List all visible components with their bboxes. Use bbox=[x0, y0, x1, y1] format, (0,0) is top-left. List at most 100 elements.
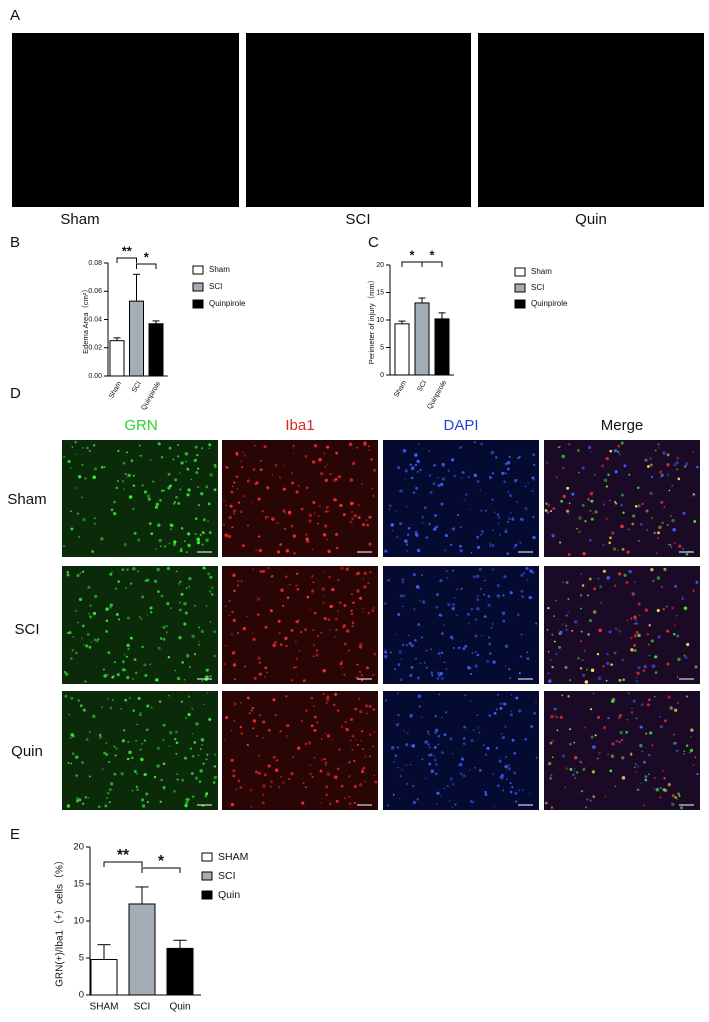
cell-dot bbox=[196, 467, 200, 470]
y-tick-label: 10 bbox=[376, 317, 384, 324]
cell-dot bbox=[122, 461, 126, 465]
cell-dot bbox=[85, 644, 89, 648]
cell-dot bbox=[336, 709, 340, 712]
cell-dot bbox=[433, 758, 437, 762]
cell-dot bbox=[483, 579, 486, 582]
cell-dot bbox=[464, 694, 467, 697]
cell-dot bbox=[450, 458, 455, 462]
cell-dot bbox=[351, 511, 353, 513]
cell-dot bbox=[646, 633, 650, 636]
significance-label: * bbox=[429, 247, 435, 262]
cell-dot bbox=[325, 764, 327, 767]
cell-dot bbox=[349, 478, 354, 482]
cell-dot bbox=[193, 741, 197, 744]
cell-dot bbox=[304, 742, 308, 746]
legend-label: SCI bbox=[209, 282, 222, 291]
cell-dot bbox=[201, 531, 205, 534]
cell-dot bbox=[184, 798, 187, 801]
cell-dot bbox=[100, 537, 104, 541]
cell-dot bbox=[559, 445, 562, 448]
cell-dot bbox=[325, 505, 330, 510]
cell-dot bbox=[673, 463, 677, 467]
cell-dot bbox=[587, 594, 590, 597]
cell-dot bbox=[510, 713, 513, 717]
cell-dot bbox=[546, 461, 549, 464]
cell-dot bbox=[358, 697, 361, 700]
cell-dot bbox=[399, 594, 403, 598]
cell-dot bbox=[213, 463, 217, 467]
cell-dot bbox=[557, 446, 560, 449]
cell-dot bbox=[508, 455, 511, 459]
cell-dot bbox=[326, 463, 328, 466]
cell-dot bbox=[335, 451, 339, 455]
cell-dot bbox=[619, 453, 621, 456]
cell-dot bbox=[80, 637, 83, 640]
cell-dot bbox=[459, 549, 463, 553]
cell-dot bbox=[129, 636, 133, 640]
cell-dot bbox=[265, 671, 268, 674]
cell-dot bbox=[673, 542, 676, 544]
cell-dot bbox=[510, 710, 512, 712]
cell-dot bbox=[446, 576, 449, 579]
significance-bracket bbox=[421, 261, 443, 267]
cell-dot bbox=[360, 730, 364, 733]
cell-dot bbox=[146, 614, 149, 616]
cell-dot bbox=[678, 544, 682, 548]
cell-dot bbox=[358, 645, 363, 649]
cell-dot bbox=[648, 624, 651, 627]
cell-dot bbox=[613, 584, 617, 587]
cell-dot bbox=[277, 619, 281, 623]
cell-dot bbox=[618, 572, 622, 576]
cell-dot bbox=[102, 668, 105, 671]
cell-dot bbox=[228, 599, 231, 602]
cell-dot bbox=[317, 522, 319, 525]
cell-dot bbox=[261, 510, 264, 513]
cell-dot bbox=[544, 509, 548, 512]
cell-dot bbox=[348, 795, 351, 798]
cell-dot bbox=[211, 586, 214, 589]
cell-dot bbox=[621, 658, 625, 662]
micrograph bbox=[62, 566, 218, 684]
legend-swatch bbox=[192, 299, 204, 309]
legend-label: Quinpirole bbox=[531, 299, 568, 308]
cell-dot bbox=[145, 792, 149, 796]
cell-dot bbox=[93, 522, 96, 525]
cell-dot bbox=[500, 776, 504, 780]
cell-dot bbox=[178, 472, 181, 474]
cell-dot bbox=[647, 753, 651, 757]
cell-dot bbox=[451, 602, 456, 607]
cell-dot bbox=[416, 797, 420, 801]
cell-dot bbox=[208, 443, 212, 447]
cell-dot bbox=[470, 667, 473, 669]
cell-dot bbox=[232, 769, 236, 773]
cell-dot bbox=[262, 737, 265, 739]
cell-dot bbox=[682, 511, 686, 515]
cell-dot bbox=[264, 676, 266, 678]
cell-dot bbox=[648, 654, 651, 657]
cell-dot bbox=[207, 520, 209, 522]
cell-dot bbox=[235, 451, 238, 455]
cell-dot bbox=[184, 452, 189, 456]
cell-dot bbox=[304, 786, 307, 789]
cell-dot bbox=[174, 478, 178, 482]
cell-dot bbox=[496, 693, 500, 697]
cell-dot bbox=[139, 748, 142, 751]
cell-dot bbox=[651, 744, 654, 747]
cell-dot bbox=[115, 486, 119, 490]
cell-dot bbox=[231, 610, 235, 614]
cell-dot bbox=[427, 743, 430, 746]
micrograph-bg bbox=[544, 691, 700, 810]
cell-dot bbox=[258, 548, 263, 553]
cell-dot bbox=[437, 734, 441, 738]
row-label: SCI bbox=[14, 621, 39, 638]
mri-image bbox=[246, 33, 471, 207]
cell-dot bbox=[493, 805, 496, 808]
cell-dot bbox=[208, 718, 212, 721]
cell-dot bbox=[384, 655, 388, 659]
cell-dot bbox=[470, 551, 473, 554]
cell-dot bbox=[149, 663, 152, 666]
cell-dot bbox=[551, 633, 554, 636]
cell-dot bbox=[696, 773, 699, 776]
cell-dot bbox=[683, 752, 685, 755]
cell-dot bbox=[74, 440, 77, 444]
